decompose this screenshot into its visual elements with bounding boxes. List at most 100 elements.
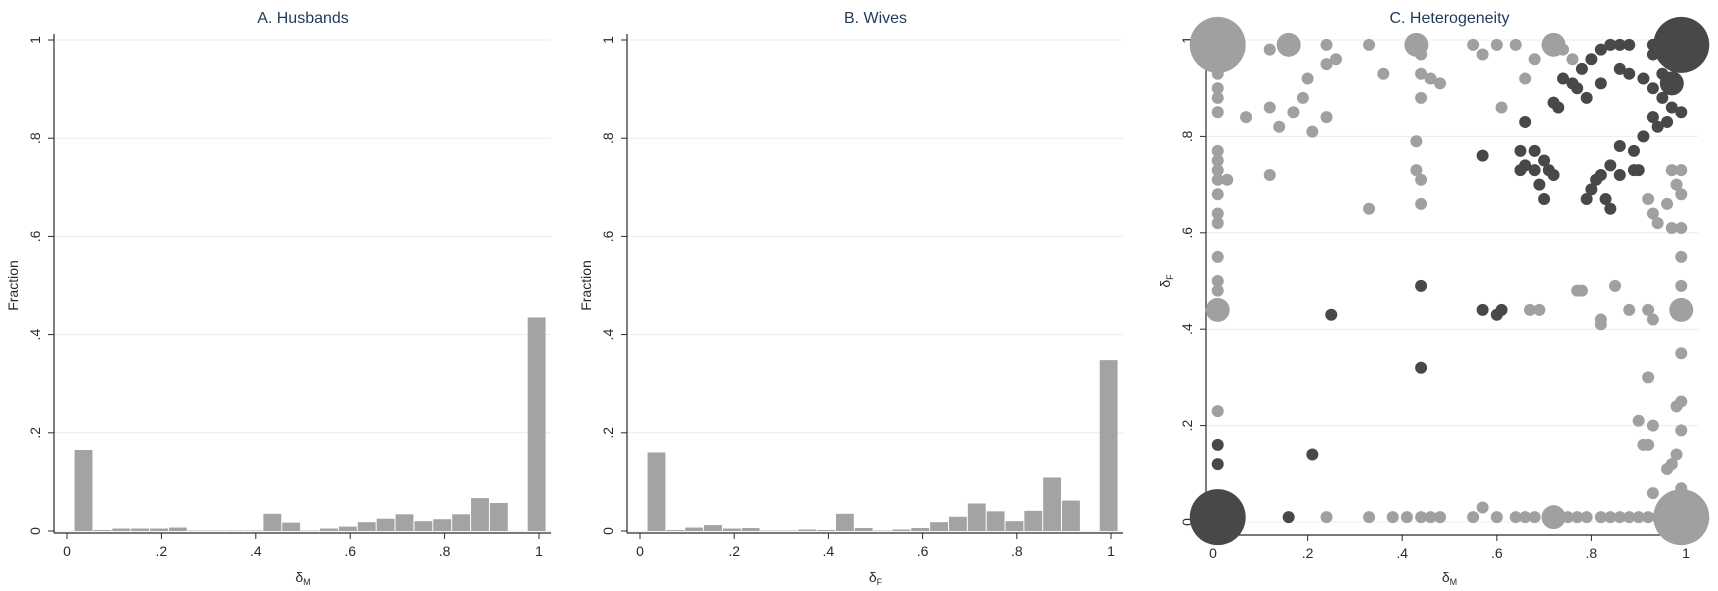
scatter-point bbox=[1490, 511, 1503, 524]
panel-title: A. Husbands bbox=[257, 10, 349, 27]
scatter-point bbox=[1646, 313, 1659, 326]
y-tick-label: .6 bbox=[27, 230, 43, 242]
y-tick-label: .2 bbox=[600, 427, 616, 439]
scatter-point bbox=[1538, 193, 1551, 206]
x-axis-label-subscript: F bbox=[877, 577, 883, 587]
scatter-point bbox=[1363, 511, 1376, 524]
scatter-point bbox=[1557, 43, 1570, 56]
x-tick-label: .2 bbox=[156, 543, 168, 559]
scatter-point bbox=[1590, 173, 1603, 186]
scatter-point bbox=[1646, 38, 1659, 51]
y-tick-label: 1 bbox=[1179, 36, 1195, 44]
histogram-bar bbox=[892, 529, 911, 531]
histogram-bar bbox=[376, 518, 395, 531]
scatter-point bbox=[1632, 511, 1645, 524]
scatter-point bbox=[1523, 303, 1536, 316]
scatter-point bbox=[1363, 202, 1376, 215]
scatter-point bbox=[1528, 144, 1541, 157]
scatter-point bbox=[1637, 130, 1650, 143]
scatter-point bbox=[1642, 438, 1655, 451]
scatter-point bbox=[1571, 284, 1584, 297]
scatter-point bbox=[1211, 58, 1224, 71]
y-tick-label: 0 bbox=[600, 527, 616, 535]
scatter-point bbox=[1211, 188, 1224, 201]
scatter-point bbox=[1623, 38, 1636, 51]
scatter-point bbox=[1495, 303, 1508, 316]
scatter-point bbox=[1646, 419, 1659, 432]
scatter-point bbox=[1675, 221, 1688, 234]
scatter-point bbox=[1665, 221, 1678, 234]
scatter-point bbox=[1580, 91, 1593, 104]
scatter-point bbox=[1656, 91, 1669, 104]
x-axis-label-symbol: δ bbox=[1442, 569, 1450, 585]
scatter-point bbox=[1211, 91, 1224, 104]
x-tick-label: .8 bbox=[1011, 543, 1023, 559]
scatter-point bbox=[1642, 371, 1655, 384]
x-axis-label: δF bbox=[869, 569, 883, 587]
scatter-point bbox=[1519, 511, 1532, 524]
scatter-point bbox=[1623, 511, 1636, 524]
scatter-point bbox=[1594, 43, 1607, 56]
x-tick-label: 0 bbox=[63, 543, 71, 559]
scatter-point bbox=[1424, 72, 1437, 85]
scatter-point bbox=[1287, 106, 1300, 119]
scatter-point bbox=[1561, 511, 1574, 524]
scatter-point bbox=[1263, 168, 1276, 181]
scatter-point bbox=[1211, 438, 1224, 451]
histogram-bar bbox=[131, 528, 150, 531]
scatter-point bbox=[1594, 318, 1607, 331]
scatter-point bbox=[1661, 462, 1674, 475]
scatter-point bbox=[1514, 144, 1527, 157]
scatter-point bbox=[1325, 308, 1338, 321]
scatter-point bbox=[1415, 67, 1428, 80]
scatter-point bbox=[1211, 284, 1224, 297]
scatter-point bbox=[1476, 501, 1489, 514]
scatter-point bbox=[1320, 511, 1333, 524]
scatter-point bbox=[1211, 106, 1224, 119]
histogram-bar bbox=[798, 529, 817, 531]
scatter-point bbox=[1221, 173, 1234, 186]
scatter-point bbox=[1528, 164, 1541, 177]
scatter-point bbox=[1386, 511, 1399, 524]
scatter-point bbox=[1604, 38, 1617, 51]
scatter-point bbox=[1646, 487, 1659, 500]
scatter-point bbox=[1670, 400, 1683, 413]
scatter-point bbox=[1552, 101, 1565, 114]
histogram-bar bbox=[263, 513, 282, 531]
scatter-point bbox=[1415, 91, 1428, 104]
scatter-point bbox=[1467, 38, 1480, 51]
scatter-point bbox=[1632, 414, 1645, 427]
scatter-point bbox=[1571, 82, 1584, 95]
scatter-point bbox=[1211, 154, 1224, 167]
x-tick-label: .6 bbox=[344, 543, 356, 559]
scatter-point bbox=[1623, 67, 1636, 80]
scatter-point bbox=[1476, 149, 1489, 162]
x-axis-label: δM bbox=[1442, 569, 1457, 587]
panel-1: 0 .2 .4 .6 .8 1 0 .2 .4 .6 .8 1 B. Wives δF Fraction bbox=[578, 10, 1123, 587]
x-tick-label: .2 bbox=[1302, 545, 1314, 561]
y-tick-label: .6 bbox=[600, 230, 616, 242]
scatter-point bbox=[1599, 193, 1612, 206]
scatter-point bbox=[1467, 511, 1480, 524]
x-tick-label: 0 bbox=[1209, 545, 1217, 561]
scatter-point bbox=[1642, 193, 1655, 206]
y-tick-label: .2 bbox=[1179, 420, 1195, 432]
scatter-point bbox=[1557, 72, 1570, 85]
y-axis-label-symbol: Fraction bbox=[5, 260, 21, 311]
x-tick-label: .4 bbox=[250, 543, 262, 559]
scatter-point bbox=[1675, 424, 1688, 437]
histogram-bar bbox=[666, 530, 685, 531]
histogram-bar bbox=[414, 521, 433, 531]
scatter-point bbox=[1661, 115, 1674, 128]
scatter-point bbox=[1675, 279, 1688, 292]
y-tick-label: 1 bbox=[27, 36, 43, 44]
x-axis-label: δM bbox=[295, 569, 310, 587]
y-tick-label: .4 bbox=[1179, 323, 1195, 335]
scatter-point bbox=[1675, 188, 1688, 201]
scatter-point bbox=[1665, 164, 1678, 177]
scatter-point bbox=[1434, 77, 1447, 90]
scatter-point bbox=[1495, 101, 1508, 114]
scatter-point bbox=[1623, 303, 1636, 316]
scatter-point bbox=[1211, 164, 1224, 177]
